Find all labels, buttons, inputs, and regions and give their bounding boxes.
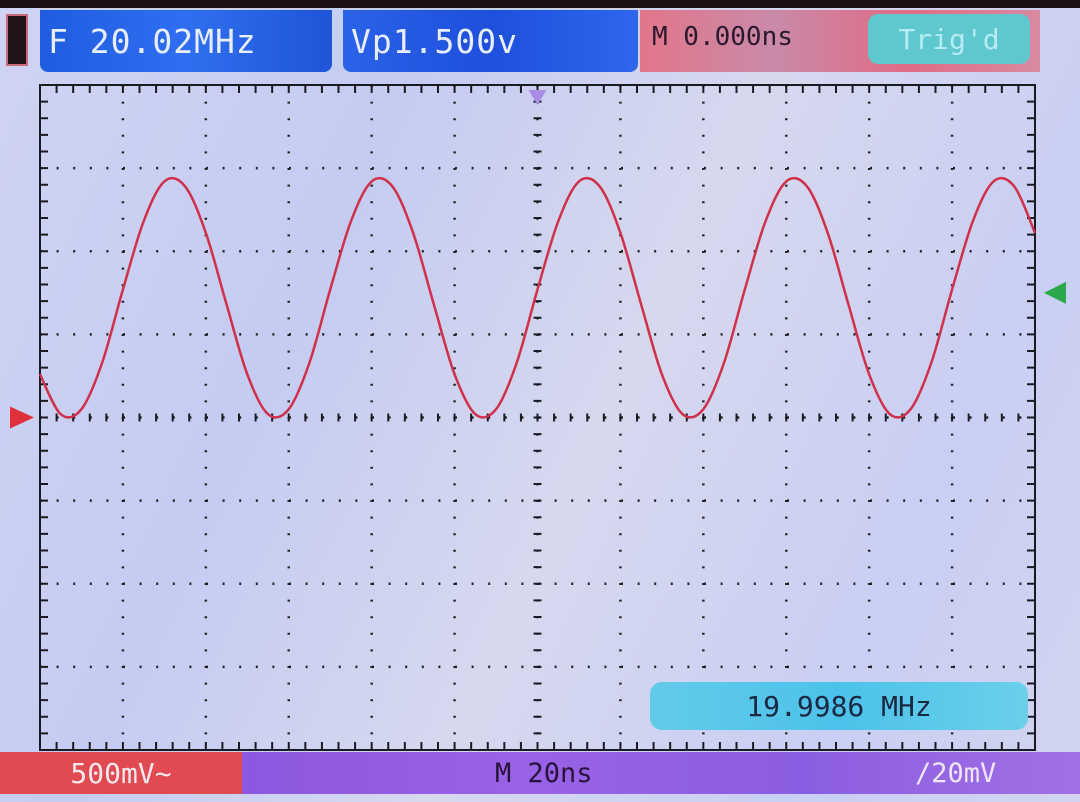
trigger-status-badge: Trig'd (868, 14, 1030, 64)
frequency-measurement: 19.9986 MHz (650, 682, 1028, 730)
bottom-status-bar (242, 752, 1080, 794)
oscilloscope-screen (0, 8, 1080, 802)
trigger-level-label: /20mV (915, 758, 997, 789)
ground-level-marker (10, 406, 34, 429)
trigger-level-marker (1044, 281, 1066, 304)
frequency-readout: F 20.02MHz (40, 10, 332, 72)
waveform-trace (38, 176, 1037, 419)
battery-icon (6, 14, 28, 66)
trigger-delay-readout: M 0.000ns (652, 22, 793, 52)
peak-voltage-readout: Vp1.500v (343, 10, 638, 72)
timebase-label: M 20ns (495, 758, 593, 789)
trigger-position-marker (528, 90, 547, 105)
channel-scale: 500mV~ (0, 752, 242, 794)
